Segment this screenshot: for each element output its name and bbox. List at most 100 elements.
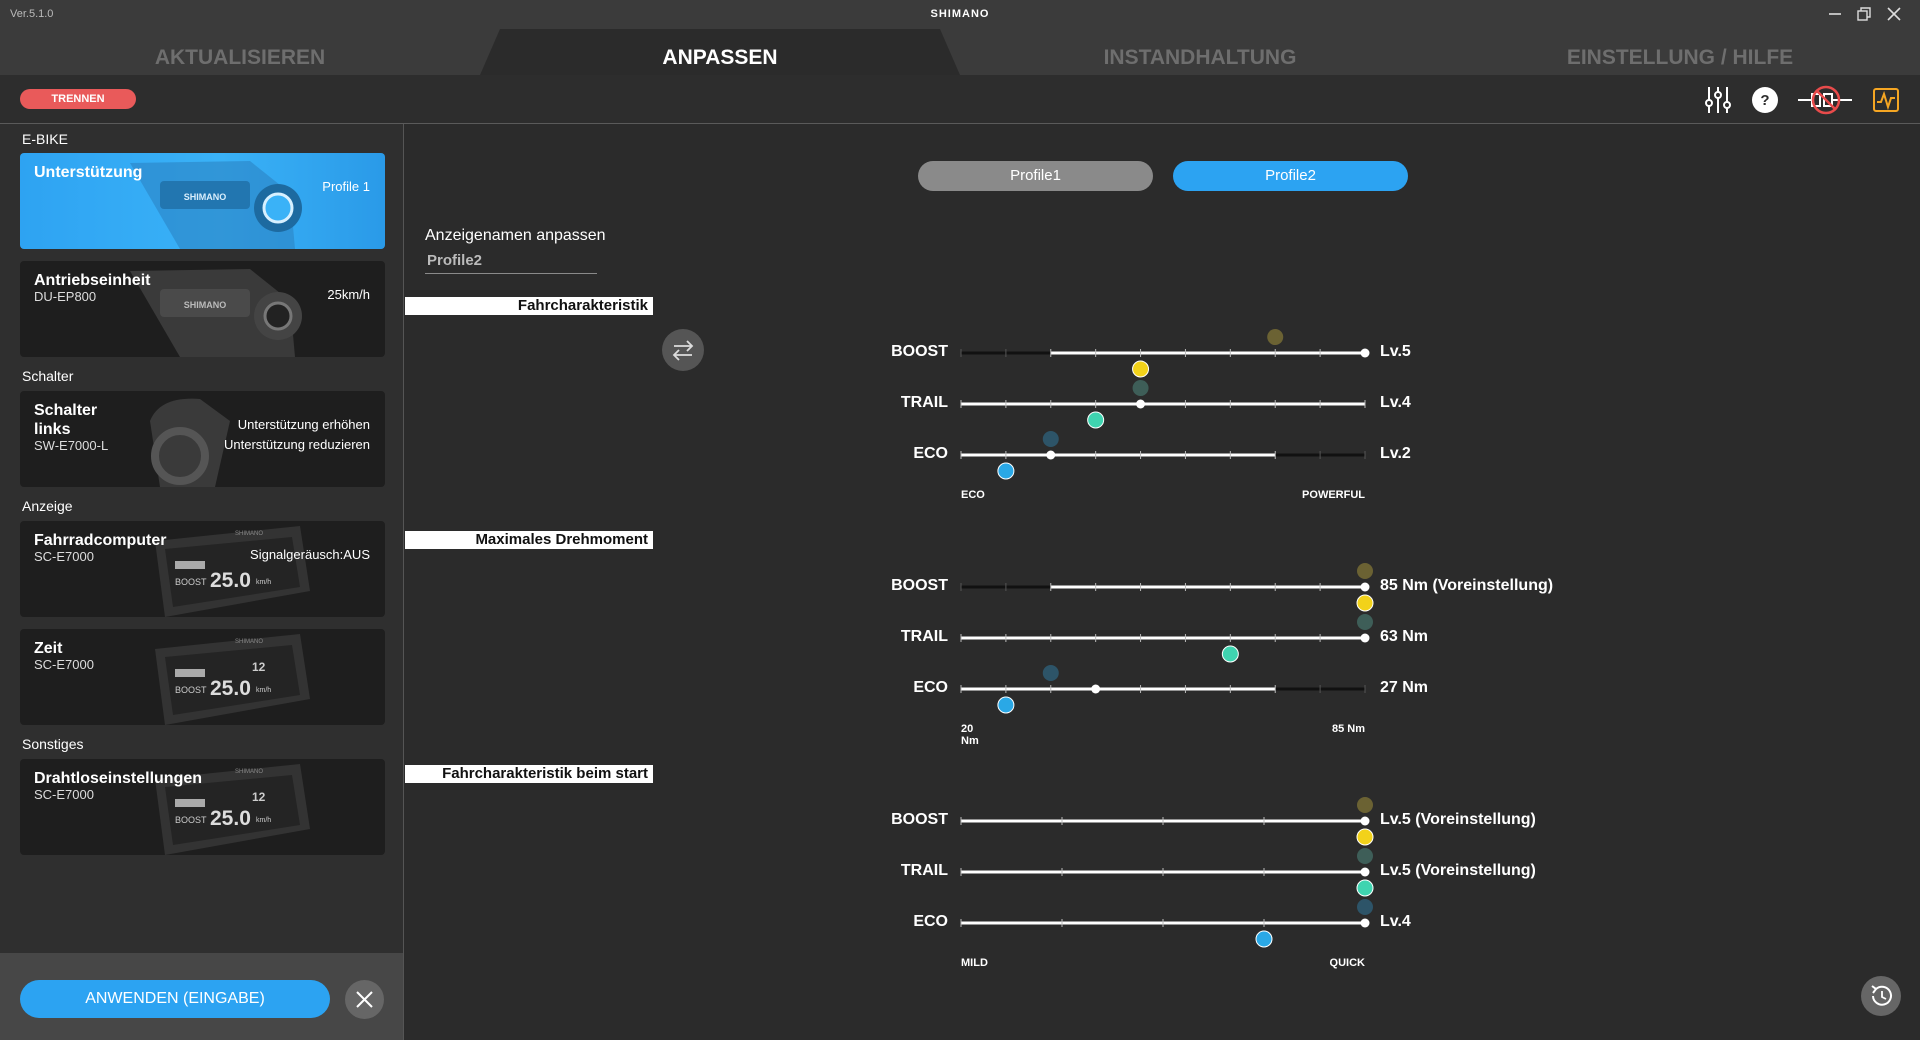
- axis-max-label: 85 Nm: [1331, 723, 1365, 735]
- slider-boost[interactable]: [941, 791, 1381, 851]
- close-icon: [356, 991, 373, 1008]
- slider-eco[interactable]: [941, 659, 1381, 719]
- slider-handle: [1360, 867, 1370, 877]
- drive-unit-brand: SHIMANO: [184, 192, 227, 202]
- slider-handle: [1360, 348, 1370, 358]
- card-zeit[interactable]: SHIMANO 12 BOOST 25.0 km/h Zeit SC-E7000: [20, 629, 385, 725]
- slider-eco[interactable]: [941, 425, 1381, 485]
- card-unterstuetzung[interactable]: SHIMANO Unterstützung Profile 1: [20, 153, 385, 249]
- profile1-marker: [1357, 899, 1373, 915]
- no-connection-icon[interactable]: [1796, 83, 1856, 117]
- drive-unit-brand: SHIMANO: [184, 300, 227, 310]
- profile2-marker: [1356, 828, 1374, 846]
- slider-trail[interactable]: [941, 608, 1381, 668]
- sidebar-footer: ANWENDEN (EINGABE): [0, 953, 404, 1040]
- close-icon[interactable]: [1883, 3, 1905, 25]
- row-label-eco: ECO: [913, 679, 948, 696]
- svg-text:?: ?: [1760, 92, 1769, 109]
- axis-min-label: MILD: [961, 957, 988, 969]
- help-icon[interactable]: ?: [1748, 83, 1782, 117]
- card-drahtloseinstellungen[interactable]: SHIMANO 12 BOOST 25.0 km/h Drahtloseinst…: [20, 759, 385, 855]
- display-mode: BOOST: [175, 577, 207, 587]
- card-subtitle: SC-E7000: [34, 787, 94, 802]
- row-label-trail: TRAIL: [900, 862, 948, 879]
- profile2-marker: [1356, 594, 1374, 612]
- sidebar: E-BIKE SHIMANO Unterstützung Profile 1 S…: [0, 124, 404, 953]
- card-value: Unterstützung erhöhen: [237, 417, 370, 432]
- row-label-trail: TRAIL: [900, 394, 948, 411]
- profile2-marker: [1221, 645, 1239, 663]
- graph-icon[interactable]: [1869, 83, 1903, 117]
- brand-logo: SHIMANO: [930, 8, 990, 20]
- tab-aktualisieren[interactable]: AKTUALISIEREN: [154, 46, 326, 69]
- display-unit: km/h: [256, 817, 271, 824]
- row-label-boost: BOOST: [891, 811, 948, 828]
- slider-boost[interactable]: [941, 557, 1381, 617]
- display-mode: BOOST: [175, 685, 207, 695]
- card-value: 25km/h: [327, 287, 370, 302]
- reset-button[interactable]: [1861, 976, 1901, 1016]
- slider-eco[interactable]: [941, 893, 1381, 953]
- profile1-button[interactable]: Profile1: [918, 161, 1153, 191]
- slider-handle: [1136, 399, 1146, 409]
- toolbar: TRENNEN ?: [0, 75, 1920, 124]
- tab-instandhaltung[interactable]: INSTANDHALTUNG: [1103, 46, 1297, 69]
- cancel-button[interactable]: [345, 980, 384, 1019]
- restore-icon[interactable]: [1853, 3, 1875, 25]
- card-fahrradcomputer[interactable]: SHIMANO BOOST 25.0 km/h Fahrradcomputer …: [20, 521, 385, 617]
- profile2-marker: [1356, 879, 1374, 897]
- card-subtitle: DU-EP800: [34, 289, 97, 304]
- custom-name-input[interactable]: [425, 248, 597, 274]
- section-header-max-drehmoment: Maximales Drehmoment: [405, 531, 653, 549]
- row-label-trail: TRAIL: [900, 628, 948, 645]
- apply-button[interactable]: ANWENDEN (EINGABE): [20, 980, 330, 1018]
- tab-einstellung-hilfe[interactable]: EINSTELLUNG / HILFE: [1566, 46, 1794, 69]
- profile2-marker: [1255, 930, 1273, 948]
- row-label-boost: BOOST: [891, 343, 948, 360]
- drive-unit-image: SHIMANO: [130, 269, 302, 357]
- section-label-e-bike: E-BIKE: [22, 131, 68, 147]
- row-value-eco: Lv.2: [1380, 445, 1411, 462]
- display-speed: 25.0: [210, 569, 251, 592]
- disconnect-button[interactable]: TRENNEN: [20, 89, 136, 109]
- row-value-eco: Lv.4: [1380, 913, 1411, 930]
- profile2-marker: [997, 462, 1015, 480]
- section-label-schalter: Schalter: [22, 368, 74, 384]
- display-image: SHIMANO BOOST 25.0 km/h: [155, 526, 310, 617]
- card-title: Fahrradcomputer: [34, 532, 167, 549]
- swap-icon: [672, 340, 694, 361]
- slider-trail[interactable]: [941, 374, 1381, 434]
- card-schalter-links[interactable]: Schalter links SW-E7000-L Unterstützung …: [20, 391, 385, 487]
- profile2-marker: [1132, 360, 1150, 378]
- card-antriebseinheit[interactable]: SHIMANO Antriebseinheit DU-EP800 25km/h: [20, 261, 385, 357]
- slider-handle: [1360, 816, 1370, 826]
- slider-trail[interactable]: [941, 842, 1381, 902]
- section-header-fahrcharakteristik: Fahrcharakteristik: [405, 297, 653, 315]
- sliders-icon[interactable]: [1701, 83, 1735, 117]
- tab-anpassen[interactable]: ANPASSEN: [662, 46, 778, 69]
- switch-image: [150, 398, 230, 487]
- slider-handle: [1360, 633, 1370, 643]
- swap-button[interactable]: [662, 329, 704, 371]
- tab-bar: AKTUALISIEREN ANPASSEN INSTANDHALTUNG EI…: [0, 29, 1920, 75]
- card-value-2: Unterstützung reduzieren: [224, 437, 370, 452]
- row-value-eco: 27 Nm: [1380, 679, 1429, 696]
- profile2-button[interactable]: Profile2: [1173, 161, 1408, 191]
- display-unit: km/h: [256, 687, 271, 694]
- slider-handle: [1046, 450, 1056, 460]
- slider-handle: [1091, 684, 1101, 694]
- row-label-eco: ECO: [913, 913, 948, 930]
- axis-min-label: ECO: [961, 489, 985, 501]
- display-unit: km/h: [256, 579, 271, 586]
- slider-boost[interactable]: [941, 323, 1381, 383]
- card-value: Profile 1: [322, 179, 370, 194]
- display-brand: SHIMANO: [235, 769, 263, 775]
- minimize-icon[interactable]: [1824, 3, 1846, 25]
- row-value-trail: Lv.5 (Voreinstellung): [1380, 862, 1536, 879]
- section-header-start: Fahrcharakteristik beim start: [405, 765, 653, 783]
- row-value-boost: Lv.5: [1380, 343, 1411, 360]
- profile2-marker: [1087, 411, 1105, 429]
- display-speed: 25.0: [210, 677, 251, 700]
- card-title: Drahtloseinstellungen: [34, 770, 203, 787]
- section-label-anzeige: Anzeige: [22, 498, 73, 514]
